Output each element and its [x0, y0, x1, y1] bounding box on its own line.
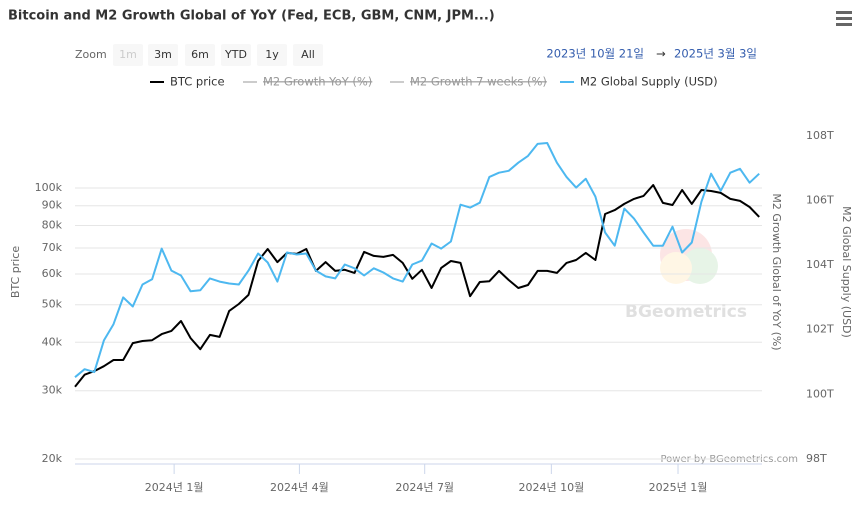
date-separator: → — [656, 47, 666, 61]
date-from[interactable]: 2023년 10월 21일 — [546, 47, 644, 61]
y-tick-label: 90k — [42, 199, 63, 212]
y-tick-label: 40k — [42, 335, 63, 348]
legend-label: M2 Growth YoY (%) — [263, 75, 372, 89]
y2-axis-title: M2 Global Supply (USD) — [840, 206, 853, 338]
y-tick-label: 70k — [42, 241, 63, 254]
watermark-logo — [660, 229, 718, 284]
y-tick-label: 20k — [42, 452, 63, 465]
legend-item[interactable]: BTC price — [150, 75, 225, 89]
y2-tick-label: 100T — [806, 387, 834, 400]
series-line — [74, 184, 760, 388]
y2-tick-label: 106T — [806, 193, 834, 206]
y2-tick-label: 98T — [806, 452, 827, 465]
legend-item[interactable]: M2 Global Supply (USD) — [560, 75, 718, 89]
range-button-bg — [185, 44, 215, 66]
menu-bar — [836, 17, 852, 20]
y-axis-title: BTC price — [9, 246, 22, 298]
y2-tick-label: 104T — [806, 258, 834, 271]
range-button-bg — [293, 44, 323, 66]
menu-bar — [836, 11, 852, 14]
menu-button[interactable] — [836, 11, 852, 26]
range-button[interactable]: All — [293, 44, 323, 66]
x-tick-label: 2024년 4월 — [270, 481, 329, 494]
range-button-label: All — [301, 48, 315, 61]
range-button-label: YTD — [224, 48, 247, 61]
legend-label: BTC price — [170, 75, 225, 89]
legend-item[interactable]: M2 Growth YoY (%) — [243, 75, 372, 89]
y2-axis-title: M2 Growth Global of YoY (%) — [770, 193, 783, 350]
y-tick-label: 100k — [35, 181, 63, 194]
y2-tick-label: 108T — [806, 129, 834, 142]
range-button[interactable]: 1y — [257, 44, 287, 66]
legend-label: M2 Global Supply (USD) — [580, 75, 718, 89]
date-to[interactable]: 2025년 3월 3일 — [674, 47, 757, 61]
zoom-label: Zoom — [75, 48, 107, 61]
legend-item[interactable]: M2 Growth 7 weeks (%) — [390, 75, 547, 89]
chart-title: Bitcoin and M2 Growth Global of YoY (Fed… — [8, 9, 495, 24]
range-button-bg — [148, 44, 178, 66]
range-button-label: 3m — [154, 48, 172, 61]
y-tick-label: 30k — [42, 384, 63, 397]
range-button-bg — [113, 44, 143, 66]
x-tick-label: 2024년 10월 — [518, 481, 584, 494]
range-button-label: 1y — [265, 48, 279, 61]
range-button[interactable]: 6m — [185, 44, 215, 66]
x-tick-label: 2024년 7월 — [395, 481, 454, 494]
x-tick-label: 2024년 1월 — [145, 481, 204, 494]
legend-label: M2 Growth 7 weeks (%) — [410, 75, 547, 89]
watermark: BGeometrics — [625, 302, 747, 322]
range-button-label: 1m — [119, 48, 137, 61]
y-tick-label: 60k — [42, 267, 63, 280]
range-button[interactable]: YTD — [221, 44, 251, 66]
logo-part — [660, 229, 712, 281]
range-button[interactable]: 3m — [148, 44, 178, 66]
x-tick-label: 2025년 1월 — [649, 481, 708, 494]
y-tick-label: 50k — [42, 298, 63, 311]
series-line — [74, 142, 760, 378]
y-tick-label: 80k — [42, 219, 63, 232]
y2-tick-label: 102T — [806, 323, 834, 336]
logo-part — [682, 248, 718, 284]
range-button-label: 6m — [191, 48, 209, 61]
range-button-bg — [221, 44, 251, 66]
range-button-bg — [257, 44, 287, 66]
range-button: 1m — [113, 44, 143, 66]
menu-bar — [836, 23, 852, 26]
logo-part — [660, 252, 692, 284]
